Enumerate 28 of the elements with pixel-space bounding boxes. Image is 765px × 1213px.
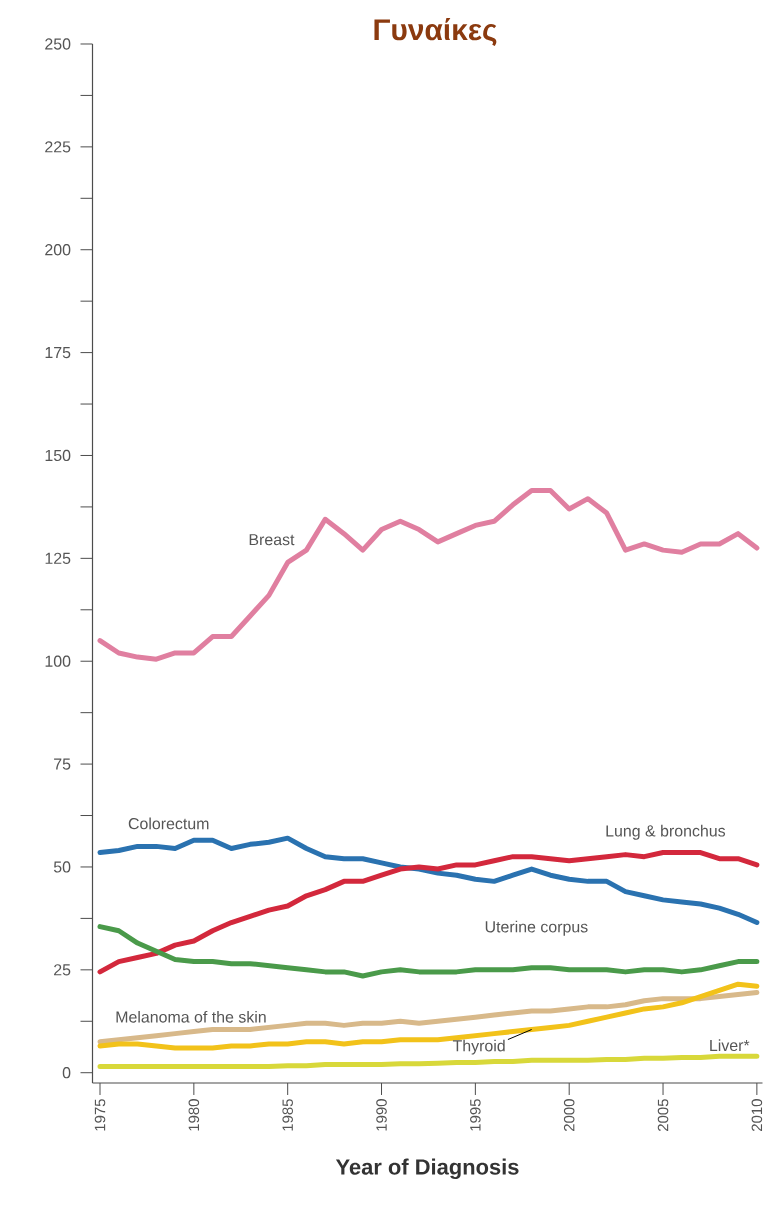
x-tick-label: 2010 (751, 1099, 763, 1132)
x-tick-label: 1985 (282, 1099, 293, 1131)
y-tick-label: 50 (53, 861, 71, 873)
y-tick-label: 175 (45, 347, 71, 359)
y-tick-label: 125 (45, 552, 71, 564)
x-tick-label: 1995 (470, 1099, 481, 1131)
y-tick-label: 0 (62, 1067, 71, 1079)
series-label: Melanoma of the skin (116, 1010, 266, 1023)
x-tick-label: 1975 (94, 1099, 106, 1131)
y-tick-label: 25 (54, 964, 71, 976)
text: Uterine corpus (485, 920, 588, 936)
y-tick-label: 250 (45, 38, 71, 50)
series-label: Liver* (710, 1039, 750, 1052)
x-axis-title: Year of Diagnosis (335, 1158, 519, 1180)
x-tick-label: 1990 (376, 1099, 387, 1131)
y-tick-label: 200 (45, 244, 71, 256)
x-tick-label: 2005 (657, 1099, 669, 1132)
y-tick-label: 225 (45, 141, 71, 153)
series-label: Lung & bronchus (606, 824, 726, 840)
y-tick-label: 75 (54, 758, 71, 770)
series-label: Colorectum (128, 817, 209, 830)
series-label: Breast (249, 534, 295, 546)
chart-title: Γυναίκες (374, 18, 497, 46)
y-tick-label: 100 (45, 655, 71, 667)
x-tick-label: 1980 (188, 1099, 200, 1131)
series-label: Thyroid (452, 1039, 505, 1055)
y-tick-label: 150 (45, 449, 71, 462)
x-tick-label: 2000 (563, 1099, 575, 1132)
